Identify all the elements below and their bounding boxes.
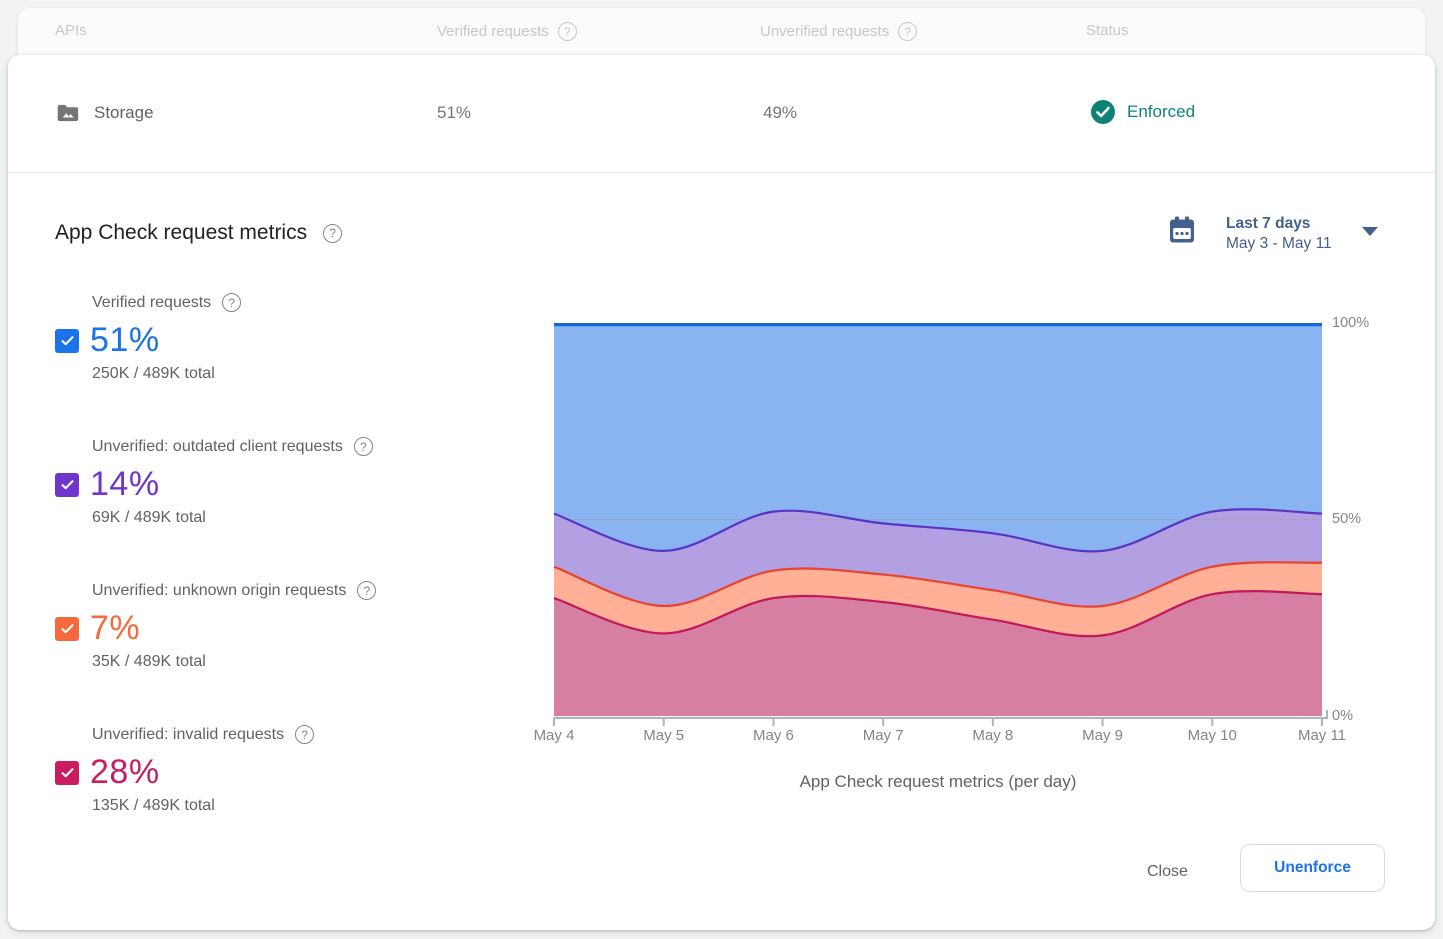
unverified-percent-cell: 49%	[763, 103, 798, 122]
metric-verified-requests: Verified requests ? 51% 250K / 489K tota…	[55, 293, 525, 383]
close-button[interactable]: Close	[1125, 853, 1210, 891]
metric-total: 250K / 489K total	[92, 365, 215, 382]
x-axis-label: May 5	[643, 727, 685, 744]
date-range-texts: Last 7 days May 3 - May 11	[1226, 215, 1332, 253]
api-row-storage[interactable]: Storage 51% 49% Enforced	[8, 55, 1435, 172]
checkmark-icon	[60, 480, 74, 490]
api-name-cell: Storage	[55, 100, 154, 126]
checkmark-icon	[60, 768, 74, 778]
metric-value: 28%	[90, 753, 160, 791]
status-badge: Enforced	[1090, 99, 1195, 125]
checkmark-icon	[60, 336, 74, 346]
metric-label-row: Unverified: outdated client requests ?	[92, 437, 525, 456]
stacked-area-chart	[553, 323, 1328, 726]
date-range-label: Last 7 days	[1226, 215, 1311, 232]
metric-value: 14%	[90, 465, 160, 503]
help-icon[interactable]: ?	[323, 223, 343, 243]
app-check-detail-panel: Storage 51% 49% Enforced App Check reque…	[8, 55, 1435, 930]
help-icon[interactable]: ?	[353, 437, 373, 456]
date-range-picker[interactable]: Last 7 days May 3 - May 11	[1168, 215, 1378, 253]
enforced-check-icon	[1091, 100, 1115, 124]
unknown-origin-checkbox[interactable]	[55, 616, 79, 641]
unenforce-button[interactable]: Unenforce	[1240, 844, 1385, 892]
metric-unknown-origin-requests: Unverified: unknown origin requests ? 7%…	[55, 581, 525, 671]
date-range-dates: May 3 - May 11	[1226, 235, 1332, 252]
status-label: Enforced	[1127, 102, 1196, 121]
invalid-requests-checkbox[interactable]	[55, 760, 79, 785]
x-axis-label: May 8	[972, 727, 1014, 744]
y-axis-tick-50: 50%	[1332, 511, 1362, 527]
metric-label-row: Unverified: unknown origin requests ?	[92, 581, 525, 600]
divider	[8, 172, 1435, 173]
column-header-unverified-requests: Unverified requests ?	[760, 22, 918, 41]
page-title: App Check request metrics	[55, 221, 308, 244]
metric-value: 7%	[90, 609, 141, 647]
chart-caption: App Check request metrics (per day)	[799, 772, 1077, 791]
chevron-down-icon	[1361, 227, 1378, 236]
calendar-icon	[1170, 216, 1194, 243]
help-icon[interactable]: ?	[295, 725, 315, 744]
x-axis-label: May 7	[862, 727, 904, 744]
metric-total: 69K / 489K total	[92, 509, 206, 526]
storage-folder-icon	[57, 104, 79, 122]
outdated-client-checkbox[interactable]	[55, 472, 79, 497]
checkmark-icon	[60, 624, 74, 634]
column-header-apis: APIs	[55, 22, 87, 39]
help-icon[interactable]: ?	[898, 22, 918, 41]
metric-label-row: Verified requests ?	[92, 293, 525, 312]
x-axis-label: May 9	[1082, 727, 1123, 744]
metric-total: 35K / 489K total	[92, 653, 206, 670]
metric-outdated-client-requests: Unverified: outdated client requests ? 1…	[55, 437, 525, 527]
help-icon[interactable]: ?	[357, 581, 377, 600]
x-axis-label: May 10	[1187, 727, 1237, 744]
x-axis-label: May 4	[533, 727, 575, 744]
verified-percent-cell: 51%	[437, 103, 472, 122]
metric-invalid-requests: Unverified: invalid requests ? 28% 135K …	[55, 725, 525, 815]
x-axis-label: May 6	[752, 727, 794, 744]
metric-label-row: Unverified: invalid requests ?	[92, 725, 525, 744]
metric-total: 135K / 489K total	[92, 797, 215, 814]
column-header-verified-requests: Verified requests ?	[437, 22, 577, 41]
y-axis-tick-0: 0%	[1332, 708, 1353, 724]
api-name-label: Storage	[94, 103, 154, 122]
y-axis-tick-100: 100%	[1332, 315, 1370, 331]
help-icon[interactable]: ?	[222, 293, 242, 312]
metric-value: 51%	[90, 321, 160, 359]
help-icon[interactable]: ?	[557, 22, 577, 41]
verified-checkbox[interactable]	[55, 328, 79, 353]
x-axis-label: May 11	[1297, 727, 1347, 744]
section-title-row: App Check request metrics ?	[55, 221, 343, 245]
column-header-status: Status	[1086, 22, 1129, 39]
